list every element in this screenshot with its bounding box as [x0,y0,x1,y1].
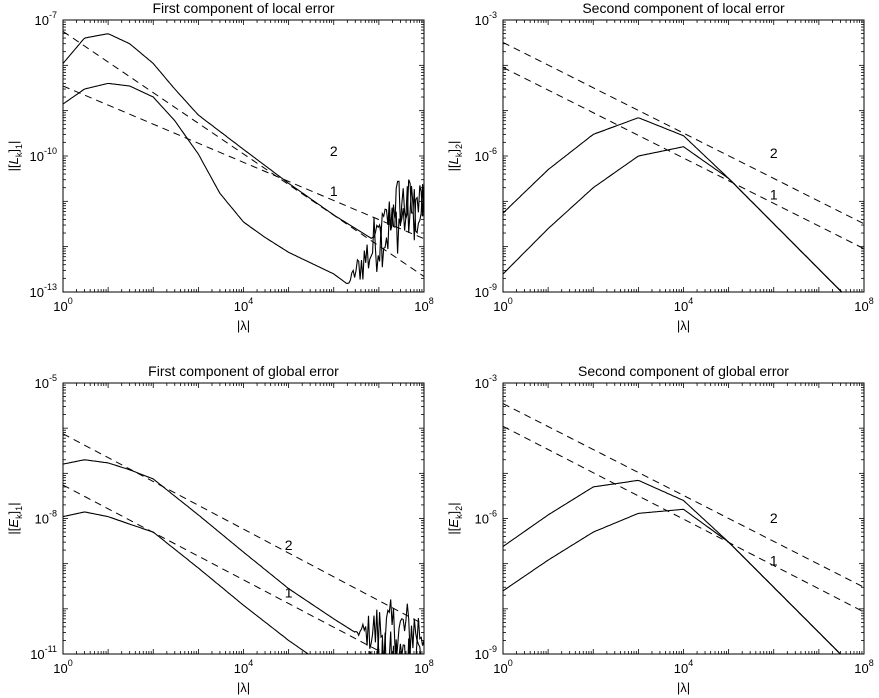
curve-label-1: 1 [770,553,778,569]
asymptote-dashed-line [63,30,424,277]
y-axis-label: |[Lk]2| [446,141,464,172]
x-tick-label: 108 [414,658,433,676]
asymptote-dashed-line [503,425,864,613]
curve-label-2: 2 [770,145,778,161]
subplot-3: 100 104 108 10-11 10-8 10-5 First component of… [6,363,434,695]
y-tick-label: 10-9 [475,644,497,662]
axes-box [62,382,425,655]
x-axis-label: |λ| [677,318,690,333]
error-curve-2 [503,479,842,654]
subplot-4: 100 104 108 10-9 10-6 10-3 Second component of… [446,363,874,695]
curve-label-2: 2 [330,143,338,159]
asymptote-dashed-line [503,41,864,225]
x-tick-label: 100 [53,658,72,676]
x-tick-label: 108 [854,658,873,676]
x-tick-label: 104 [234,296,253,314]
plot-area [63,433,424,654]
x-axis-label: |λ| [677,680,690,695]
x-tick-label: 100 [53,296,72,314]
x-axis-label: |λ| [237,680,250,695]
y-tick-label: 10-10 [30,146,57,164]
axes-box [62,19,425,293]
curve-label-2: 2 [285,537,293,553]
y-tick-label: 10-5 [35,373,57,391]
chart-title: First component of global error [148,363,339,379]
axes-box [502,382,865,655]
error-curve-1 [503,146,843,292]
axes-box [502,19,865,293]
plot-area [63,30,424,284]
x-tick-label: 100 [493,296,512,314]
asymptote-dashed-line [63,85,424,240]
x-tick-label: 108 [414,296,433,314]
y-tick-label: 10-7 [35,10,57,28]
plot-area [503,403,864,654]
x-tick-label: 104 [674,296,693,314]
x-tick-label: 104 [674,658,693,676]
asymptote-dashed-line [63,433,424,625]
x-tick-label: 100 [493,658,512,676]
chart-title: Second component of global error [578,363,789,379]
curve-label-1: 1 [285,584,293,600]
chart-title: Second component of local error [582,0,785,16]
y-axis-label: |[Ek]1| [6,502,24,534]
y-tick-label: 10-3 [475,373,497,391]
y-axis-label: |[Lk]1| [6,141,24,172]
asymptote-dashed-line [63,484,386,654]
y-tick-label: 10-8 [35,509,57,527]
asymptote-dashed-line [503,66,864,250]
chart-title: First component of local error [152,0,334,16]
x-tick-label: 104 [234,658,253,676]
y-tick-label: 10-9 [475,282,497,300]
y-tick-label: 10-13 [30,282,57,300]
y-tick-label: 10-6 [475,146,497,164]
y-tick-label: 10-3 [475,10,497,28]
x-tick-label: 108 [854,296,873,314]
subplot-1: 100 104 108 10-13 10-10 10-7 First component o… [6,0,434,333]
y-axis-label: |[Ek]2| [446,502,464,534]
x-axis-label: |λ| [237,318,250,333]
curve-label-1: 1 [770,186,778,202]
curve-label-1: 1 [330,183,338,199]
curve-label-2: 2 [770,510,778,526]
plot-area [503,41,864,292]
error-curve-1 [63,82,424,284]
error-curve-1 [503,508,842,654]
y-tick-label: 10-11 [30,644,57,662]
error-curve-2 [63,459,424,654]
subplot-2: 100 104 108 10-9 10-6 10-3 Second component of… [446,0,874,333]
error-curve-2 [63,33,424,239]
y-tick-label: 10-6 [475,509,497,527]
asymptote-dashed-line [503,403,864,588]
error-curve-1 [63,511,422,654]
